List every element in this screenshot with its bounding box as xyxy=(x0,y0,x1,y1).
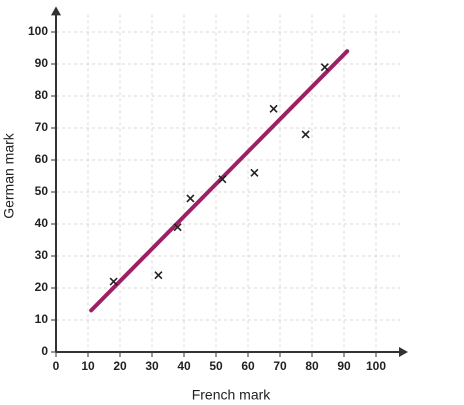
y-tick-label: 90 xyxy=(35,56,49,70)
marker xyxy=(109,277,118,286)
marker xyxy=(154,271,163,280)
x-tick-label: 100 xyxy=(366,359,386,373)
marker xyxy=(250,168,259,177)
x-tick-label: 50 xyxy=(209,359,223,373)
x-tick-label: 30 xyxy=(145,359,159,373)
x-tick-label: 20 xyxy=(113,359,127,373)
y-tick-label: 40 xyxy=(35,216,49,230)
x-tick-label: 40 xyxy=(177,359,191,373)
x-tick-label: 0 xyxy=(53,359,60,373)
x-tick-label: 10 xyxy=(81,359,95,373)
marker xyxy=(173,223,182,232)
y-tick-label: 50 xyxy=(35,184,49,198)
fit-line xyxy=(89,49,350,313)
marker xyxy=(320,63,329,72)
y-tick-label: 100 xyxy=(28,24,48,38)
y-tick-label: 0 xyxy=(41,344,48,358)
y-tick-label: 80 xyxy=(35,88,49,102)
y-tick-label: 70 xyxy=(35,120,49,134)
x-axis-arrow xyxy=(399,347,408,357)
x-tick-label: 90 xyxy=(337,359,351,373)
x-axis-title: French mark xyxy=(192,387,272,403)
y-tick-label: 30 xyxy=(35,248,49,262)
x-tick-label: 80 xyxy=(305,359,319,373)
x-tick-label: 60 xyxy=(241,359,255,373)
marker xyxy=(186,194,195,203)
y-tick-label: 10 xyxy=(35,312,49,326)
y-axis-arrow xyxy=(51,6,61,16)
y-tick-label: 20 xyxy=(35,280,49,294)
y-tick-label: 60 xyxy=(35,152,49,166)
marker xyxy=(301,130,310,139)
marker xyxy=(218,175,227,184)
x-tick-label: 70 xyxy=(273,359,287,373)
marker xyxy=(269,104,278,113)
y-axis-title: German mark xyxy=(1,132,17,219)
